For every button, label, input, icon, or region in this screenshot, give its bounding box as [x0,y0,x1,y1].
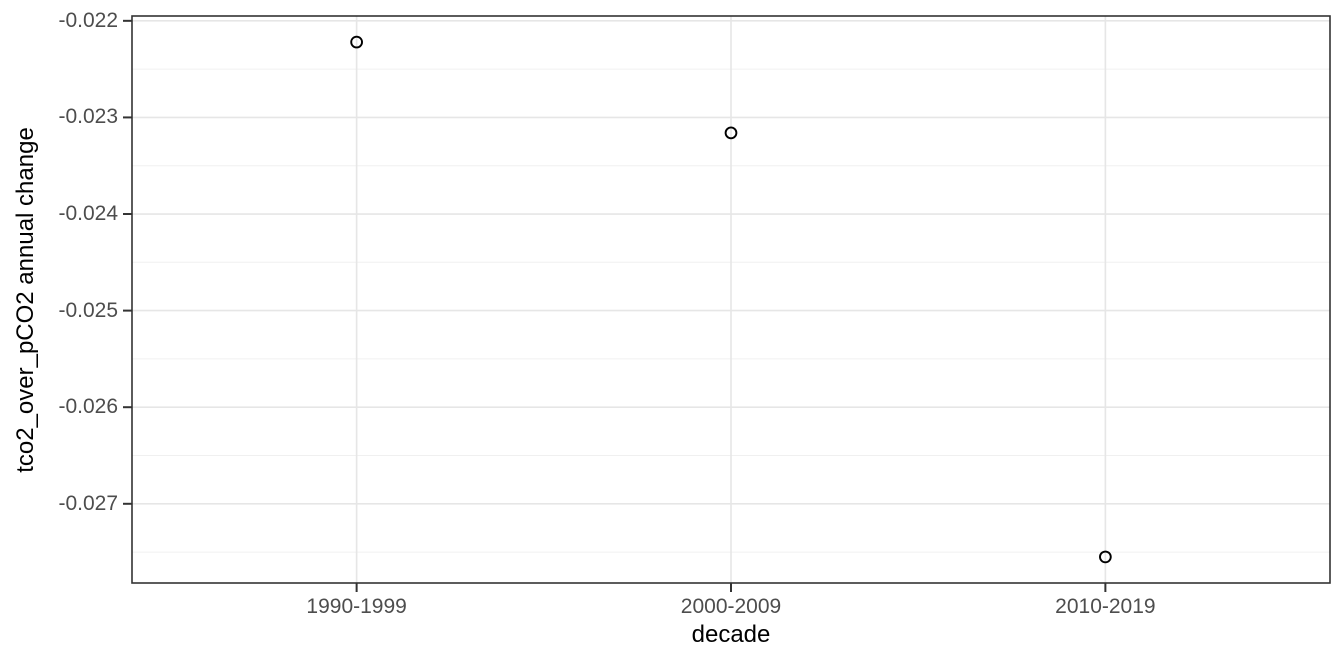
major-gridlines [132,16,1330,583]
data-points [350,35,1112,564]
data-point [350,35,363,49]
x-axis-tick-label: 2000-2009 [680,595,782,618]
y-axis-tick-label: -0.026 [58,395,118,419]
y-axis-tick-label: -0.022 [58,8,118,32]
data-point [724,126,738,140]
y-axis-tick-label: -0.027 [58,491,118,515]
x-axis-tick-label: 2010-2019 [1055,595,1156,618]
x-axis-tick-label: 1990-1999 [306,595,407,618]
y-axis-tick-label: -0.024 [58,202,118,225]
y-axis-tick-label: -0.023 [58,105,118,129]
axis-tick-marks [123,19,1107,592]
data-point [1099,550,1112,564]
y-axis-tick-label: -0.025 [58,298,118,322]
x-axis-title: decade [691,621,771,648]
